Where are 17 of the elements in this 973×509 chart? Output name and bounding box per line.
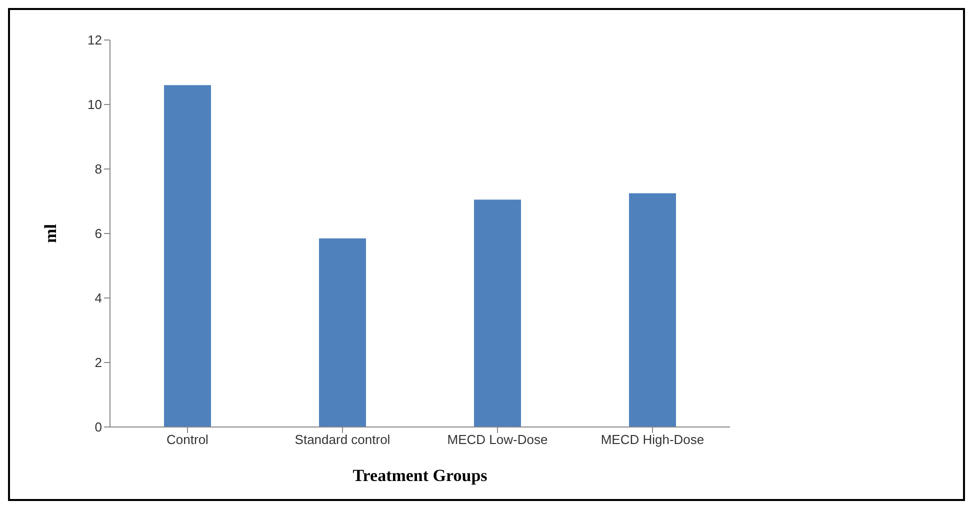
x-tick-label: Standard control bbox=[294, 432, 390, 448]
y-tick-label: 6 bbox=[94, 226, 102, 242]
bar bbox=[164, 85, 211, 427]
bar bbox=[629, 193, 676, 427]
y-tick-label: 10 bbox=[88, 97, 102, 112]
y-tick-label: 4 bbox=[94, 290, 102, 306]
bar bbox=[319, 238, 366, 427]
x-tick-label: MECD Low-Dose bbox=[447, 432, 548, 448]
y-tick-label: 2 bbox=[94, 355, 102, 370]
y-tick-label: 0 bbox=[94, 420, 102, 435]
x-tick-label: MECD High-Dose bbox=[600, 432, 704, 448]
bar bbox=[474, 200, 521, 427]
x-axis-title: Treatment Groups bbox=[352, 466, 488, 485]
y-tick-label: 8 bbox=[94, 162, 102, 177]
x-tick-label: Control bbox=[166, 432, 209, 448]
y-axis-title: ml bbox=[41, 224, 60, 243]
y-tick-label: 12 bbox=[88, 32, 102, 48]
